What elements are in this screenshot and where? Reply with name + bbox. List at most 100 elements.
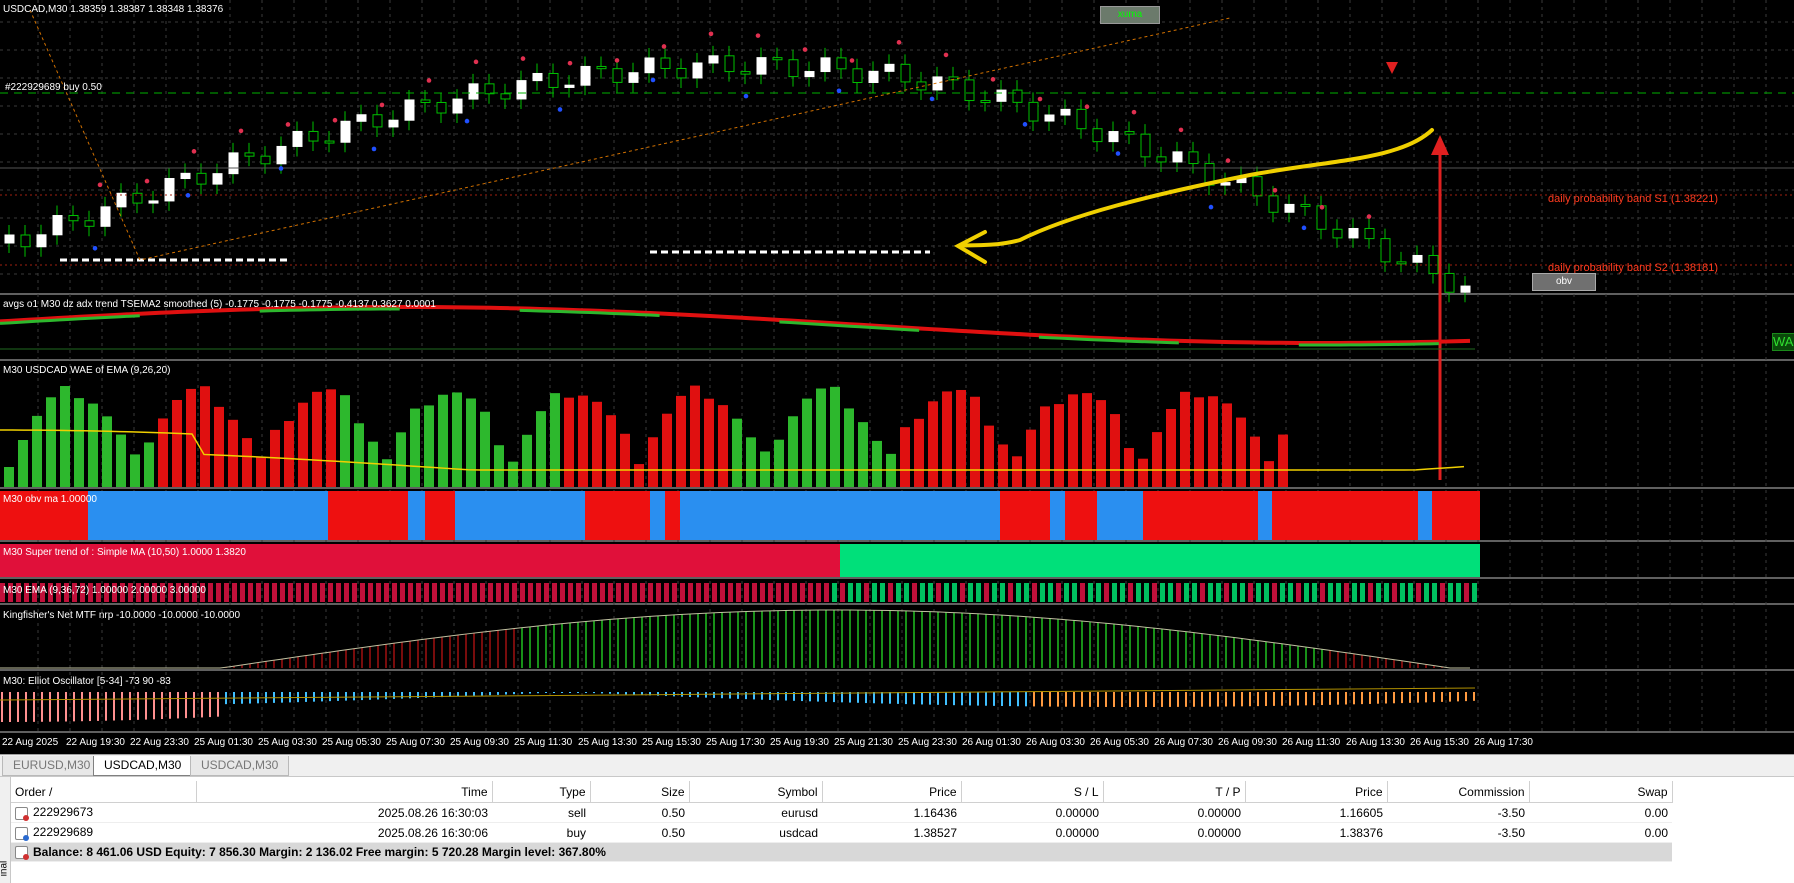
- candle-body: [1348, 227, 1359, 239]
- wae-bar: [900, 427, 910, 487]
- candle-body: [308, 130, 319, 142]
- candle-body: [1364, 227, 1375, 240]
- table-row[interactable]: 222929673 2025.08.26 16:30:03 sell 0.50 …: [11, 802, 1672, 823]
- signal-dot: [1084, 104, 1090, 109]
- ema-bar: [632, 583, 637, 602]
- wae-bar: [438, 394, 448, 487]
- tab-eurusd[interactable]: EURUSD,M30: [2, 756, 102, 776]
- wae-bar: [256, 456, 266, 487]
- wae-bar: [606, 415, 616, 487]
- wae-bar: [1222, 403, 1232, 487]
- time-axis-label: 25 Aug 07:30: [386, 737, 445, 748]
- obv-segment: [1432, 491, 1480, 540]
- col-sl[interactable]: S / L: [961, 781, 1104, 803]
- signal-dot: [1301, 225, 1307, 231]
- chart-header: USDCAD,M30 1.38359 1.38387 1.38348 1.383…: [3, 4, 224, 15]
- signal-dot: [708, 31, 714, 37]
- time-axis-label: 25 Aug 19:30: [770, 737, 829, 748]
- time-axis-label: 25 Aug 01:30: [194, 737, 253, 748]
- order-symbol: usdcad: [689, 822, 822, 843]
- wae-bar: [186, 388, 196, 487]
- candle-body: [756, 57, 767, 75]
- chart-area[interactable]: USDCAD,M30 1.38359 1.38387 1.38348 1.383…: [0, 0, 1794, 752]
- wae-bar: [480, 411, 490, 487]
- ema-bar: [656, 583, 661, 602]
- signal-dot: [1225, 158, 1231, 163]
- col-type[interactable]: Type: [492, 781, 591, 803]
- col-commission[interactable]: Commission: [1387, 781, 1530, 803]
- supertrend-red: [0, 544, 840, 577]
- time-axis-label: 26 Aug 13:30: [1346, 737, 1405, 748]
- tab-usdcad-active[interactable]: USDCAD,M30: [93, 756, 193, 776]
- ema-bar: [40, 583, 45, 602]
- kingfisher-pane-label: Kingfisher's Net MTF nrp -10.0000 -10.00…: [3, 610, 241, 621]
- candle-body: [1076, 108, 1087, 130]
- wae-bar: [704, 398, 714, 487]
- chart-canvas[interactable]: [0, 0, 1794, 752]
- candle-body: [468, 83, 479, 100]
- ema-bar: [416, 583, 421, 602]
- ema-bar: [240, 583, 245, 602]
- wae-bar: [424, 405, 434, 487]
- signal-dot: [1178, 127, 1184, 133]
- red-arrowhead: [1431, 135, 1449, 155]
- xuma-button[interactable]: xuma: [1100, 6, 1160, 24]
- candle-body: [1188, 151, 1199, 165]
- signal-dot: [836, 88, 842, 94]
- order-swap: 0.00: [1529, 822, 1672, 843]
- ema-bar: [912, 583, 917, 602]
- ema-bar: [824, 583, 829, 602]
- candle-body: [164, 178, 175, 202]
- col-price[interactable]: Price: [822, 781, 962, 803]
- obv-segment: [650, 491, 665, 540]
- ema-bar: [1072, 583, 1077, 602]
- time-axis-label: 22 Aug 23:30: [130, 737, 189, 748]
- order-size: 0.50: [590, 802, 689, 823]
- col-current-price[interactable]: Price: [1245, 781, 1388, 803]
- col-size[interactable]: Size: [590, 781, 690, 803]
- balance-icon: [15, 846, 29, 861]
- tab-usdcad[interactable]: USDCAD,M30: [190, 756, 290, 776]
- ema-bar: [432, 583, 437, 602]
- ema-bar: [1080, 583, 1085, 602]
- candle-body: [628, 72, 639, 83]
- order-price: 1.38527: [822, 822, 961, 843]
- ema-bar: [1424, 583, 1429, 602]
- ema-bar: [232, 583, 237, 602]
- wae-pane-label: M30 USDCAD WAE of EMA (9,26,20): [3, 365, 171, 376]
- wae-bar: [1208, 396, 1218, 487]
- ema-bar: [304, 583, 309, 602]
- obv-segment: [1097, 491, 1143, 540]
- ema-bar: [1392, 583, 1397, 602]
- col-order[interactable]: Order /: [11, 781, 197, 803]
- ema-bar: [1144, 583, 1149, 602]
- ema-bar: [728, 583, 733, 602]
- terminal-side-tab[interactable]: inal: [0, 777, 11, 883]
- ema-bar: [704, 583, 709, 602]
- candle-body: [980, 100, 991, 104]
- ema-bar: [136, 583, 141, 602]
- wae-bar: [592, 401, 602, 487]
- candle-body: [52, 215, 63, 236]
- col-symbol[interactable]: Symbol: [689, 781, 823, 803]
- drawn-arrowhead: [953, 230, 987, 264]
- ema-bar: [72, 583, 77, 602]
- wae-bar: [1236, 417, 1246, 487]
- signal-dot: [614, 58, 620, 63]
- ema-bar: [872, 583, 877, 602]
- col-swap[interactable]: Swap: [1529, 781, 1673, 803]
- candle-body: [1380, 238, 1391, 263]
- wae-bar: [1040, 406, 1050, 487]
- ema-bar: [1024, 583, 1029, 602]
- ema-bar: [1216, 583, 1221, 602]
- candle-body: [228, 152, 239, 175]
- ema-bar: [472, 583, 477, 602]
- ema-bar: [256, 583, 261, 602]
- obv-button[interactable]: obv: [1532, 273, 1596, 291]
- col-time[interactable]: Time: [196, 781, 493, 803]
- table-row[interactable]: 222929689 2025.08.26 16:30:06 buy 0.50 u…: [11, 822, 1672, 843]
- col-tp[interactable]: T / P: [1103, 781, 1246, 803]
- ema-bar: [440, 583, 445, 602]
- wae-bar: [1264, 461, 1274, 487]
- wae-bar: [298, 402, 308, 487]
